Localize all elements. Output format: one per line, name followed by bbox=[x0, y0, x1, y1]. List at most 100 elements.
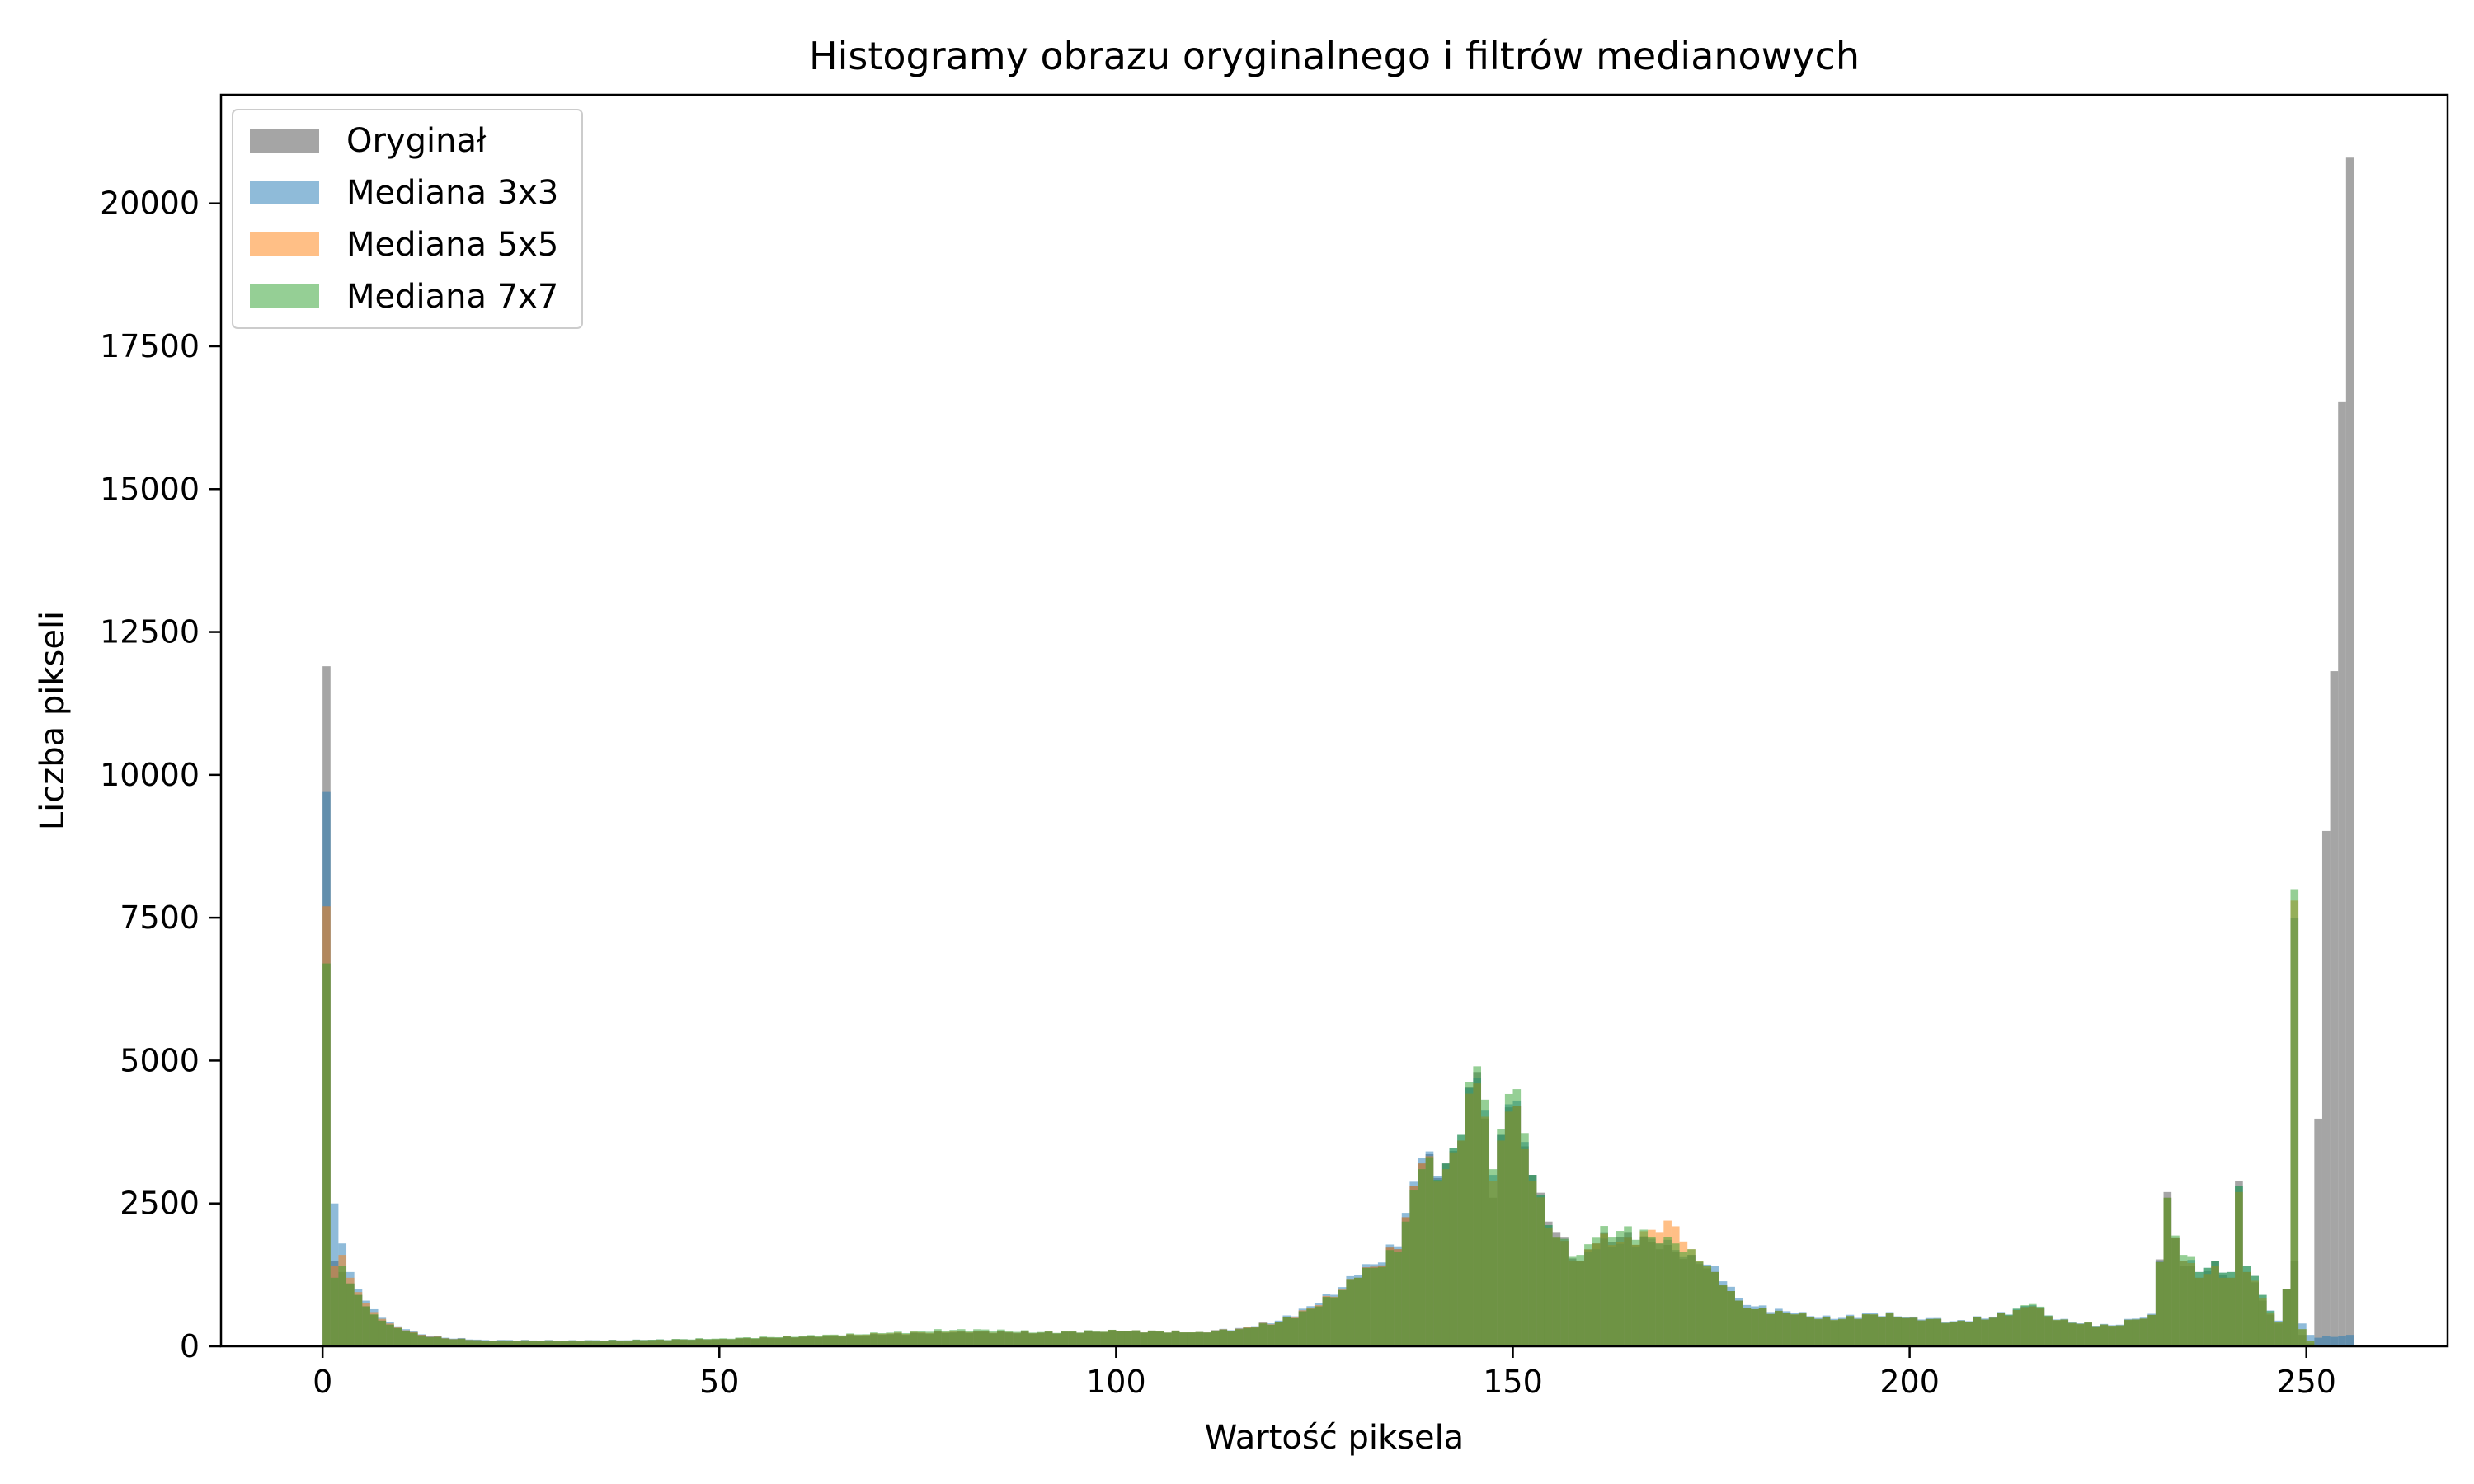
histogram-bar bbox=[1901, 1317, 1910, 1346]
y-tick-label: 5000 bbox=[120, 1042, 200, 1078]
histogram-bar bbox=[1179, 1332, 1188, 1346]
histogram-bar bbox=[1758, 1308, 1767, 1346]
histogram-bar bbox=[2036, 1306, 2045, 1346]
histogram-bar bbox=[433, 1336, 442, 1346]
legend-label: Mediana 5x5 bbox=[346, 226, 558, 264]
histogram-bar bbox=[1512, 1089, 1522, 1346]
histogram-bar bbox=[941, 1331, 950, 1346]
histogram-bar bbox=[1258, 1323, 1268, 1346]
histogram-bar bbox=[2163, 1197, 2172, 1346]
histogram-bar bbox=[362, 1306, 370, 1346]
histogram-bar bbox=[1164, 1332, 1172, 1346]
histogram-bar bbox=[1354, 1277, 1362, 1346]
histogram-bar bbox=[1639, 1229, 1649, 1346]
histogram-bar bbox=[1433, 1180, 1442, 1346]
legend-label: Mediana 7x7 bbox=[346, 278, 558, 316]
histogram-bar bbox=[743, 1337, 751, 1346]
histogram-bar bbox=[830, 1334, 839, 1346]
histogram-bar bbox=[1957, 1320, 1965, 1346]
histogram-bar bbox=[814, 1336, 823, 1346]
histogram-bar bbox=[957, 1329, 966, 1346]
histogram-bar bbox=[1544, 1225, 1553, 1346]
histogram-bar bbox=[2314, 1118, 2322, 1346]
histogram-bar bbox=[846, 1333, 854, 1346]
histogram-bar bbox=[513, 1341, 521, 1346]
histogram-bar bbox=[917, 1331, 926, 1346]
histogram-bar bbox=[1171, 1330, 1180, 1346]
histogram-bar bbox=[1687, 1249, 1696, 1346]
histogram-bar bbox=[2321, 830, 2331, 1346]
histogram-bar bbox=[2235, 1186, 2243, 1346]
histogram-bar bbox=[2147, 1314, 2156, 1346]
histogram-bar bbox=[1441, 1163, 1450, 1346]
y-axis-label: Liczba pikseli bbox=[34, 611, 72, 830]
histogram-bar bbox=[1846, 1316, 1855, 1346]
histogram-bar bbox=[2211, 1261, 2219, 1346]
histogram-bar bbox=[1734, 1300, 1743, 1346]
histogram-bar bbox=[1473, 1066, 1482, 1346]
histogram-bar bbox=[1004, 1331, 1014, 1346]
histogram-bar bbox=[2005, 1314, 2013, 1346]
histogram-bar bbox=[2132, 1319, 2140, 1346]
histogram-bar bbox=[623, 1340, 633, 1346]
histogram-bar bbox=[680, 1339, 688, 1346]
histogram-bar bbox=[2139, 1318, 2148, 1346]
histogram-bar bbox=[2282, 1289, 2291, 1346]
histogram-bar bbox=[886, 1332, 894, 1346]
legend-swatch bbox=[250, 232, 319, 256]
legend-box bbox=[232, 109, 583, 329]
legend-swatch bbox=[250, 181, 319, 204]
legend-swatch bbox=[250, 129, 319, 153]
histogram-bar bbox=[1568, 1256, 1577, 1346]
histogram-bar bbox=[1878, 1317, 1886, 1346]
histogram-bar bbox=[759, 1336, 768, 1346]
histogram-bar bbox=[647, 1340, 656, 1346]
histogram-bar bbox=[600, 1341, 609, 1346]
histogram-bar bbox=[774, 1336, 783, 1346]
histogram-bar bbox=[1203, 1332, 1211, 1346]
histogram-bar bbox=[354, 1294, 363, 1346]
histogram-bar bbox=[1338, 1289, 1347, 1346]
histogram-bar bbox=[457, 1338, 466, 1346]
histogram-bar bbox=[2020, 1305, 2029, 1346]
histogram-bar bbox=[870, 1332, 878, 1346]
histogram-bar bbox=[473, 1340, 482, 1346]
histogram-bar bbox=[838, 1335, 847, 1346]
x-axis: 0 50 100 150 200 250 bbox=[313, 1346, 2336, 1400]
histogram-bar bbox=[1076, 1332, 1084, 1346]
histogram-bar bbox=[2012, 1308, 2021, 1346]
histogram-bar bbox=[489, 1341, 497, 1346]
legend-label: Mediana 3x3 bbox=[346, 174, 558, 212]
histogram-bar bbox=[1013, 1331, 1021, 1346]
histogram-bar bbox=[1528, 1175, 1537, 1346]
y-tick-label: 10000 bbox=[100, 757, 200, 793]
histogram-bar bbox=[1616, 1231, 1625, 1346]
histogram-bar bbox=[2091, 1326, 2100, 1346]
histogram-bar bbox=[711, 1338, 720, 1346]
histogram-bar bbox=[854, 1334, 863, 1346]
histogram-bar bbox=[1084, 1330, 1093, 1346]
histogram-bar bbox=[2171, 1235, 2180, 1346]
histogram-bar bbox=[322, 963, 331, 1346]
histogram-bar bbox=[798, 1336, 807, 1346]
histogram-bar bbox=[1655, 1243, 1664, 1346]
histogram-bar bbox=[1108, 1329, 1117, 1346]
histogram-bar bbox=[2330, 671, 2339, 1346]
histogram-bar bbox=[1020, 1330, 1029, 1346]
histogram-bar bbox=[346, 1283, 355, 1346]
histogram-bar bbox=[465, 1340, 473, 1346]
histogram-bar bbox=[2274, 1322, 2283, 1346]
histogram-bar bbox=[2242, 1266, 2251, 1346]
histogram-bar bbox=[1925, 1318, 1934, 1346]
histogram-bar bbox=[1028, 1332, 1037, 1346]
histogram-bar bbox=[2124, 1319, 2133, 1346]
x-tick-label: 50 bbox=[699, 1364, 739, 1400]
histogram-bar bbox=[1124, 1331, 1132, 1346]
histogram-bar bbox=[1504, 1093, 1513, 1346]
histogram-bar bbox=[1933, 1318, 1942, 1346]
histogram-bar bbox=[997, 1329, 1005, 1346]
histogram-bar bbox=[1235, 1329, 1244, 1346]
histogram-bar bbox=[2321, 1336, 2331, 1346]
histogram-bar bbox=[1973, 1317, 1982, 1346]
histogram-bar bbox=[2345, 157, 2354, 1346]
